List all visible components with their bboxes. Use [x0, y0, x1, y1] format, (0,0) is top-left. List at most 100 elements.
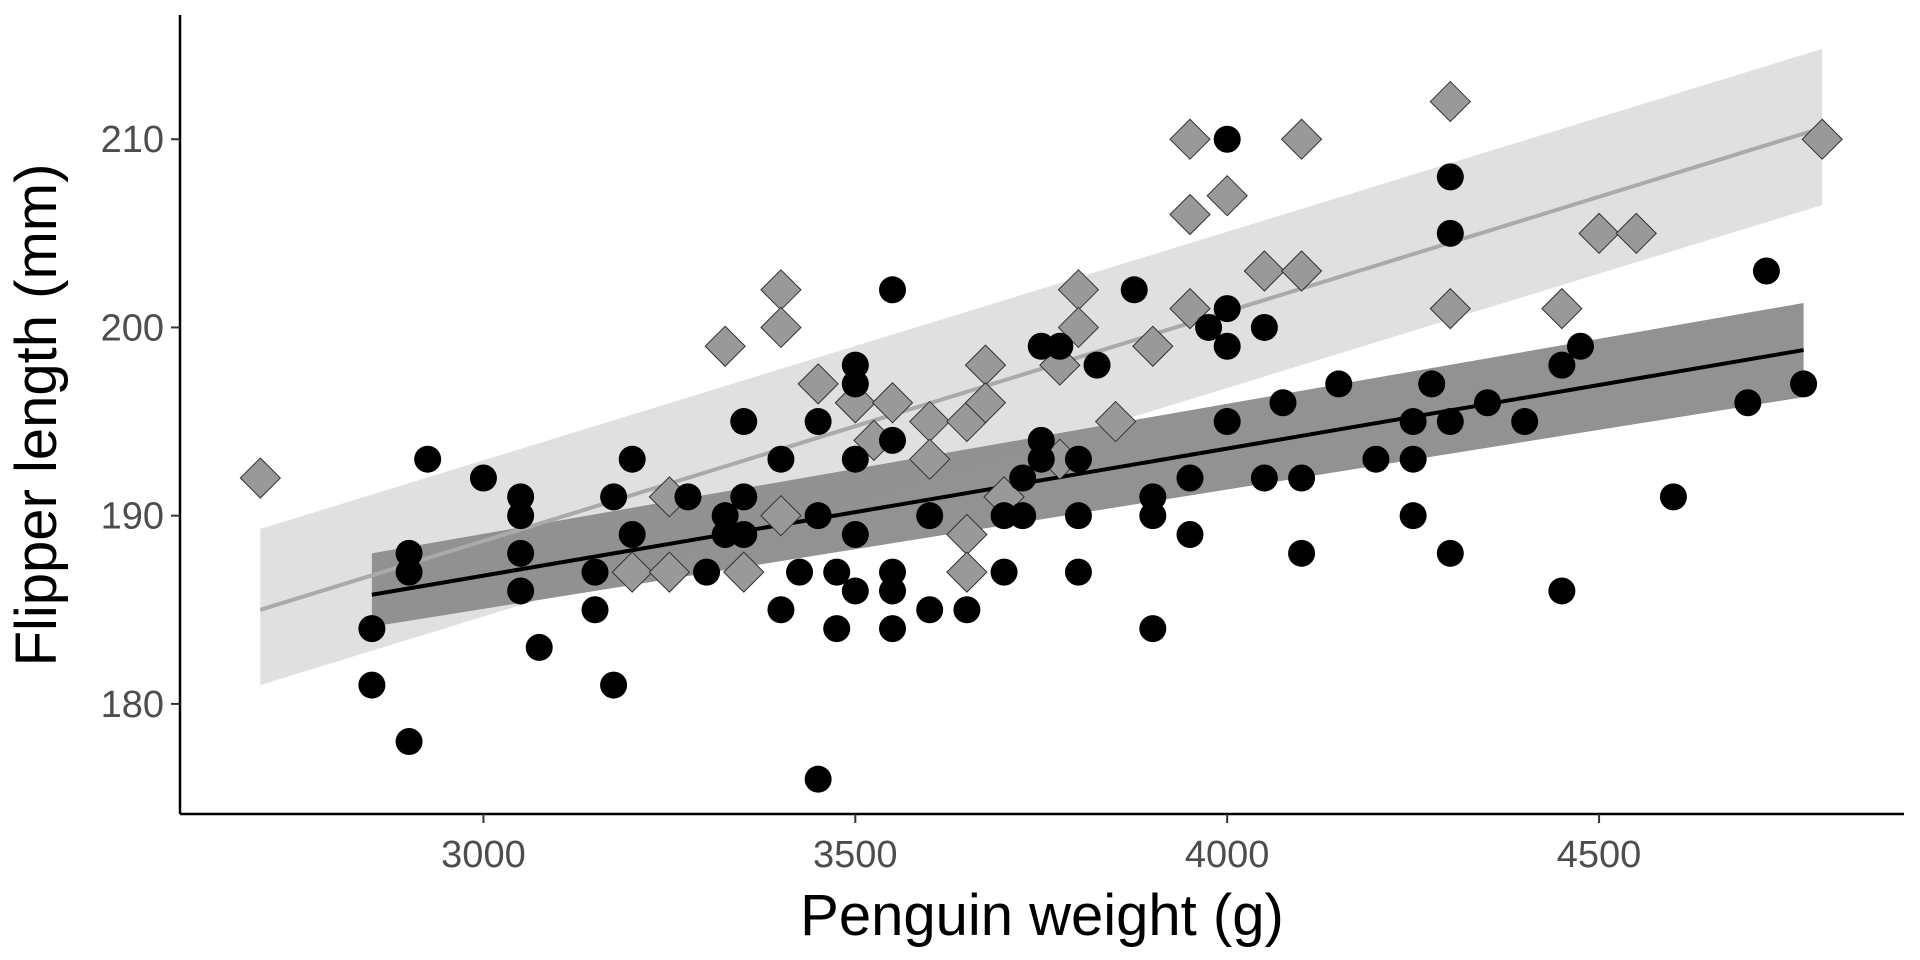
data-point-diamond [1578, 212, 1620, 255]
data-point-circle [618, 445, 646, 473]
data-point-diamond [1801, 118, 1843, 160]
data-point-circle [767, 445, 795, 473]
x-tick-label: 4500 [1557, 834, 1642, 876]
data-point-diamond [1094, 400, 1137, 443]
data-point-circle [674, 483, 702, 511]
data-point-diamond [1280, 118, 1323, 160]
data-point-circle [1790, 370, 1818, 398]
data-point-circle [1752, 257, 1780, 285]
data-point-diamond [1169, 287, 1211, 330]
data-point-diamond [946, 551, 988, 593]
data-point-diamond [1243, 250, 1286, 292]
data-point-diamond [648, 551, 691, 593]
data-point-circle [1139, 502, 1167, 530]
data-point-diamond [704, 325, 746, 367]
data-point-diamond [611, 551, 653, 593]
data-point-circle [1009, 502, 1037, 530]
data-point-circle [358, 671, 386, 699]
data-point-circle [1083, 351, 1111, 379]
data-point-circle [525, 633, 553, 661]
data-point-circle [1269, 389, 1297, 417]
data-point-circle [1213, 125, 1241, 153]
data-point-circle [1176, 520, 1204, 548]
regression-line-group-diamond [259, 126, 1823, 612]
data-point-diamond [760, 306, 802, 349]
data-point-circle [1288, 539, 1316, 567]
data-point-circle [823, 615, 851, 643]
data-point-circle [1399, 408, 1427, 436]
y-tick-label: 200 [101, 307, 164, 349]
data-point-circle [804, 408, 832, 436]
data-point-diamond [797, 363, 839, 405]
x-axis-title: Penguin weight (g) [800, 883, 1284, 948]
data-point-circle [953, 596, 981, 624]
data-point-diamond [760, 494, 802, 537]
data-point-circle [1436, 408, 1464, 436]
data-point-circle [1027, 426, 1055, 454]
data-point-circle [1418, 370, 1446, 398]
data-point-circle [1511, 408, 1539, 436]
data-point-circle [1009, 464, 1037, 492]
data-point-circle [1064, 502, 1092, 530]
data-point-diamond [723, 551, 765, 593]
data-point-circle [693, 558, 721, 586]
data-point-circle [841, 445, 869, 473]
data-point-circle [1362, 445, 1390, 473]
data-point-circle [1027, 332, 1055, 360]
data-point-diamond [1169, 193, 1211, 236]
data-point-circle [1195, 313, 1223, 341]
data-point-circle [990, 558, 1018, 586]
data-point-circle [507, 577, 535, 605]
data-point-circle [1139, 615, 1167, 643]
data-point-diamond [239, 457, 282, 499]
data-point-circle [507, 483, 535, 511]
data-point-diamond [1541, 287, 1583, 330]
y-tick-label: 190 [101, 496, 164, 538]
data-point-diamond [1615, 212, 1657, 255]
data-point-circle [804, 502, 832, 530]
data-point-circle [730, 520, 758, 548]
data-point-circle [1436, 219, 1464, 247]
data-point-diamond [1429, 80, 1472, 123]
data-point-circle [1046, 332, 1074, 360]
data-point-diamond [1169, 118, 1211, 160]
data-point-circle [1288, 464, 1316, 492]
data-point-circle [823, 558, 851, 586]
data-point-circle [1250, 464, 1278, 492]
data-point-circle [1436, 163, 1464, 191]
data-point-circle [1027, 445, 1055, 473]
data-point-circle [1566, 332, 1594, 360]
y-tick-label: 210 [101, 119, 164, 161]
data-point-circle [841, 351, 869, 379]
data-point-circle [711, 520, 739, 548]
data-point-circle [618, 520, 646, 548]
regression-line-group-circle [371, 348, 1804, 597]
data-point-circle [879, 276, 907, 304]
data-point-circle [879, 426, 907, 454]
x-tick-label: 3500 [813, 834, 898, 876]
y-axis-title: Flipper length (mm) [4, 164, 69, 667]
data-point-diamond [834, 382, 877, 424]
data-point-circle [786, 558, 814, 586]
data-point-circle [1734, 389, 1762, 417]
data-point-circle [1399, 502, 1427, 530]
data-point-circle [1474, 389, 1502, 417]
data-point-circle [395, 558, 423, 586]
x-tick-label: 4000 [1185, 834, 1270, 876]
data-point-circle [730, 483, 758, 511]
data-point-circle [804, 765, 832, 793]
data-point-diamond [964, 382, 1007, 424]
data-points [239, 80, 1843, 793]
data-point-circle [730, 408, 758, 436]
data-point-circle [507, 502, 535, 530]
data-point-circle [1064, 558, 1092, 586]
data-point-circle [1659, 483, 1687, 511]
data-point-circle [1064, 445, 1092, 473]
data-point-circle [916, 596, 944, 624]
data-point-circle [395, 728, 423, 756]
data-point-circle [841, 520, 869, 548]
data-point-circle [414, 445, 442, 473]
data-point-circle [1436, 539, 1464, 567]
data-point-diamond [1206, 174, 1248, 217]
data-point-circle [767, 596, 795, 624]
